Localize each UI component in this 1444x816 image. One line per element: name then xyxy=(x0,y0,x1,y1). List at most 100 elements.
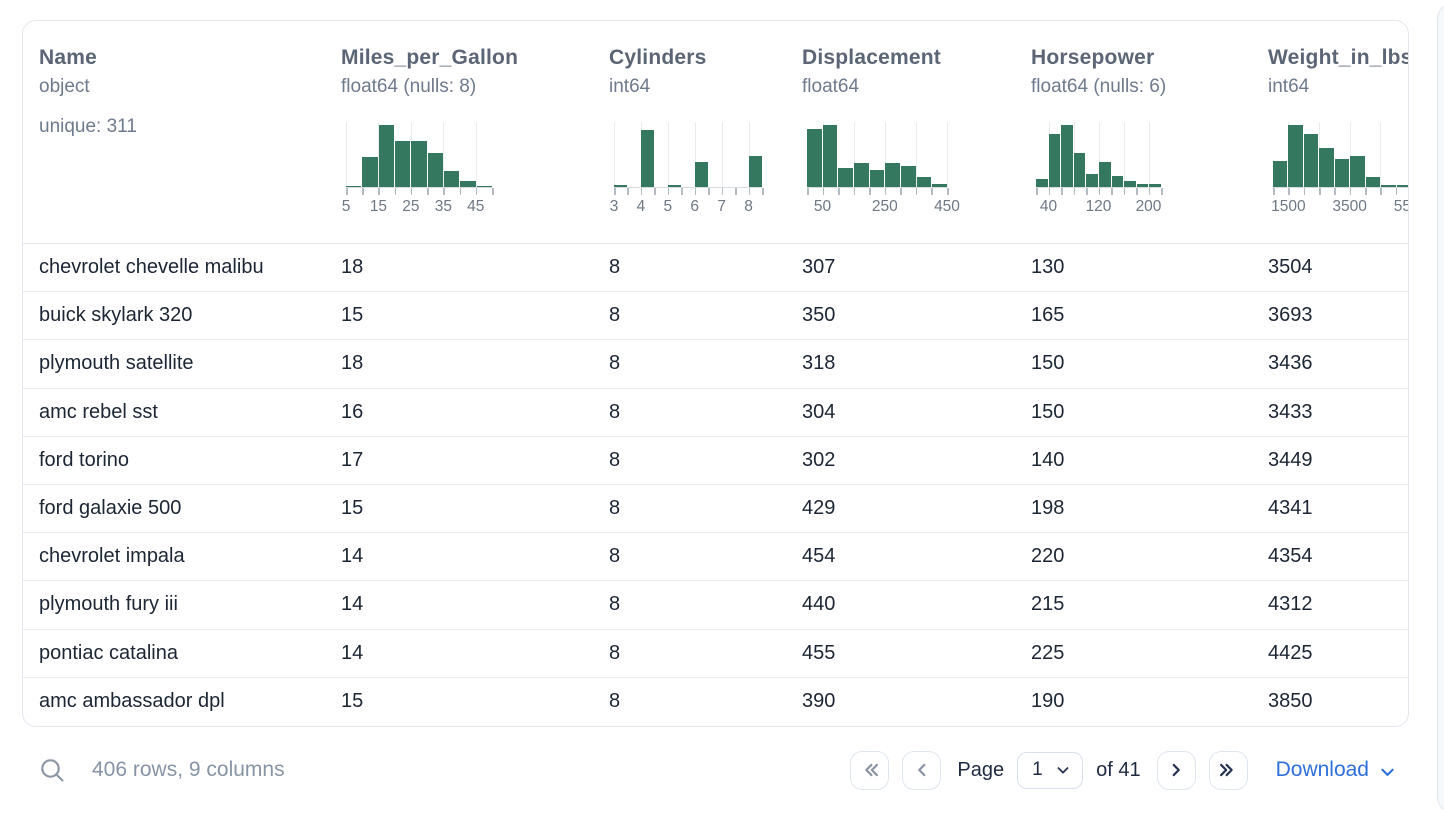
axis-tick xyxy=(1161,188,1163,195)
gridline xyxy=(346,122,347,194)
axis-tick xyxy=(1086,188,1088,195)
axis-tick-label: 5 xyxy=(663,198,673,215)
hist-bar xyxy=(869,170,885,187)
histogram-weight_in_lbs[interactable]: 1500 3500 5500 xyxy=(1271,122,1408,217)
hist-bar xyxy=(668,185,681,187)
hist-bar xyxy=(1098,162,1111,187)
histogram-displacement[interactable]: 50 250 450 xyxy=(807,122,960,217)
axis-tick xyxy=(614,188,616,195)
axis-tick-label: 1500 xyxy=(1271,198,1306,215)
table-cell: chevrolet impala xyxy=(39,545,185,568)
histogram-axis xyxy=(1036,187,1163,195)
gridline xyxy=(721,122,723,194)
data-table-card: Name object unique: 311 Miles_per_Gallon flo… xyxy=(22,20,1409,727)
gridline xyxy=(915,122,917,194)
hist-bar xyxy=(885,163,901,187)
chevron-down-icon xyxy=(1057,767,1069,774)
table-header: Name object unique: 311 Miles_per_Gallon flo… xyxy=(23,21,1408,244)
table-cell: 14 xyxy=(341,593,364,616)
table-cell: 165 xyxy=(1031,304,1065,327)
axis-tick-label: 15 xyxy=(369,198,388,215)
axis-tick-label: 40 xyxy=(1039,198,1058,215)
histogram-axis xyxy=(1273,187,1408,195)
table-cell: 307 xyxy=(802,256,836,279)
axis-tick-label: 6 xyxy=(690,198,700,215)
column-header-cylinders[interactable]: Cylinders int64 3 4 5 6 7 8 xyxy=(609,21,802,243)
table-cell: 3850 xyxy=(1268,690,1313,713)
gridline xyxy=(748,122,750,194)
download-button[interactable]: Download xyxy=(1276,758,1397,782)
column-name: Weight_in_lbs xyxy=(1268,46,1409,69)
hist-bar xyxy=(411,141,427,187)
table-cell: 8 xyxy=(609,448,621,471)
next-page-button[interactable] xyxy=(1156,750,1196,790)
hist-bar xyxy=(1303,134,1319,187)
hist-bar xyxy=(362,157,378,187)
axis-tick-labels: 5 15 25 35 45 xyxy=(342,195,492,217)
table-row: buick skylark 320 15 8 350 165 3693 xyxy=(23,292,1408,341)
column-header-miles_per_gallon[interactable]: Miles_per_Gallon float64 (nulls: 8) 5 15 25 3… xyxy=(341,21,609,243)
table-cell: 8 xyxy=(609,690,621,713)
hist-bar xyxy=(614,185,627,187)
axis-tick xyxy=(947,188,949,195)
table-cell: 150 xyxy=(1031,400,1065,423)
table-cell: pontiac catalina xyxy=(39,641,178,664)
table-row: plymouth satellite 18 8 318 150 3436 xyxy=(23,340,1408,389)
column-header-displacement[interactable]: Displacement float64 50 250 450 xyxy=(802,21,1031,243)
axis-tick xyxy=(1098,188,1100,195)
axis-tick-label: 200 xyxy=(1135,198,1162,215)
column-header-weight_in_lbs[interactable]: Weight_in_lbs int64 1500 3500 5500 xyxy=(1268,21,1409,243)
gridline xyxy=(1148,122,1150,194)
table-cell: buick skylark 320 xyxy=(39,304,193,327)
first-page-button[interactable] xyxy=(850,750,890,790)
axis-tick-label: 5 xyxy=(341,198,351,215)
axis-tick xyxy=(1349,188,1352,195)
first-page-icon xyxy=(865,763,878,777)
axis-tick xyxy=(346,188,348,195)
column-name: Miles_per_Gallon xyxy=(341,46,519,69)
table-cell: plymouth fury iii xyxy=(39,593,178,616)
prev-page-icon xyxy=(918,763,926,777)
axis-tick-label: 50 xyxy=(813,198,832,215)
hist-bar xyxy=(695,162,708,187)
axis-tick xyxy=(667,188,670,195)
table-cell: 3433 xyxy=(1268,400,1313,423)
axis-tick xyxy=(1365,188,1367,195)
axis-tick-label: 250 xyxy=(871,198,898,215)
column-header-horsepower[interactable]: Horsepower float64 (nulls: 6) 40 120 200 xyxy=(1031,21,1268,243)
axis-tick xyxy=(475,188,478,195)
axis-tick xyxy=(443,188,445,195)
axis-tick xyxy=(410,188,413,195)
table-cell: ford galaxie 500 xyxy=(39,497,182,520)
next-page-icon xyxy=(1172,763,1180,777)
histogram-horsepower[interactable]: 40 120 200 xyxy=(1036,122,1163,217)
table-row: amc rebel sst 16 8 304 150 3433 xyxy=(23,389,1408,437)
table-cell: 8 xyxy=(609,400,621,423)
table-row: chevrolet chevelle malibu 18 8 307 130 3504 xyxy=(23,244,1408,293)
prev-page-button[interactable] xyxy=(902,750,942,790)
histogram-bars xyxy=(807,122,948,194)
page-select[interactable]: 1 xyxy=(1017,751,1084,789)
last-page-button[interactable] xyxy=(1208,750,1248,790)
histogram-miles_per_gallon[interactable]: 5 15 25 35 45 xyxy=(342,122,494,217)
table-cell: 15 xyxy=(341,304,364,327)
hist-bar xyxy=(822,125,838,187)
table-cell: 130 xyxy=(1031,256,1065,279)
hist-bar xyxy=(1149,184,1161,187)
column-name: Displacement xyxy=(802,46,941,69)
gridline xyxy=(1380,122,1382,194)
hist-bar xyxy=(1136,184,1149,187)
hist-bar xyxy=(1396,185,1408,187)
table-cell: 3693 xyxy=(1268,304,1313,327)
table-row: chevrolet impala 14 8 454 220 4354 xyxy=(23,533,1408,582)
search-button[interactable] xyxy=(38,756,66,784)
table-cell: 150 xyxy=(1031,352,1065,375)
hist-bar xyxy=(1124,181,1136,187)
axis-tick xyxy=(735,188,737,195)
table-cell: 455 xyxy=(802,641,836,664)
table-cell: 304 xyxy=(802,400,836,423)
column-header-name[interactable]: Name object unique: 311 xyxy=(39,21,341,243)
axis-tick xyxy=(900,188,902,195)
table-cell: 198 xyxy=(1031,497,1065,520)
